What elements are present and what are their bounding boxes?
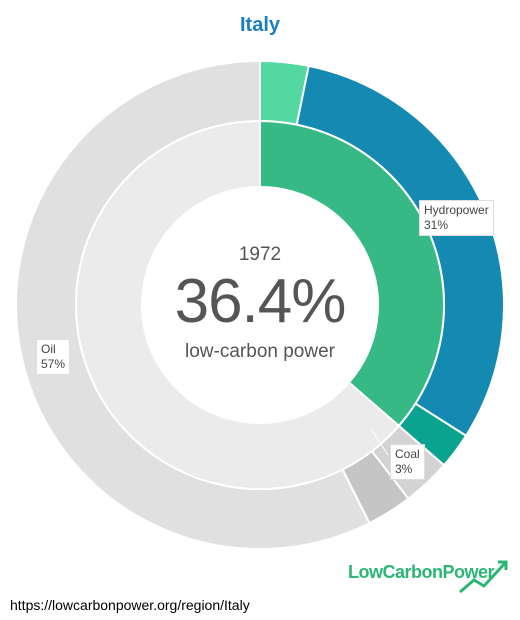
center-caption: low-carbon power [185,341,335,362]
center-year: 1972 [238,244,282,265]
source-url-link[interactable]: https://lowcarbonpower.org/region/Italy [10,597,250,613]
chart-title: Italy [239,14,281,36]
coal-label: Coal [395,447,420,461]
trend-arrow-icon [459,560,508,594]
oil-callout: Oil 57% [36,339,71,375]
oil-label: Oil [41,342,56,356]
hydropower-callout: Hydropower 31% [419,200,494,236]
coal-callout: Coal 3% [390,444,425,480]
inner-slice-low-carbon [259,119,445,428]
logo: LowCarbonPower [348,562,495,582]
hydropower-label: Hydropower [424,203,489,217]
coal-percent: 3% [395,462,413,476]
hydropower-percent: 31% [424,218,449,232]
center-value: 36.4% [174,267,347,336]
inner-slice-fossil [75,119,401,490]
callout-leader-line [371,429,389,456]
oil-percent: 57% [41,357,66,371]
